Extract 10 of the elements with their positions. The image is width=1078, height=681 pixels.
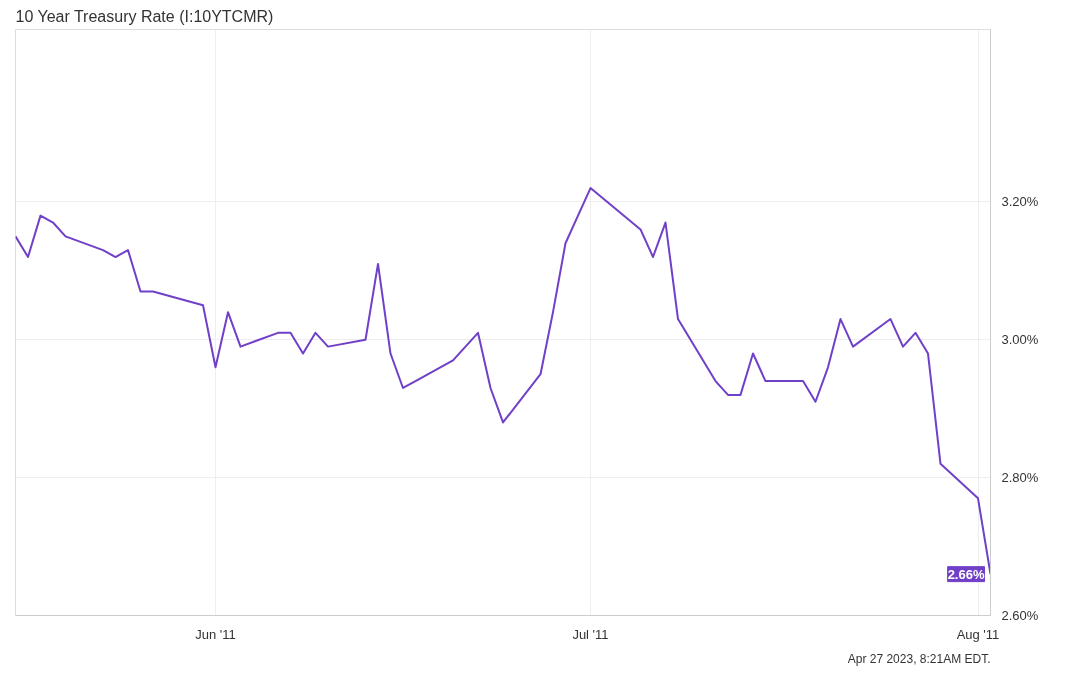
x-tick-label: Jul '11 (572, 626, 609, 642)
text: Apr 27 2023, 8:21AM EDT. (847, 651, 991, 666)
x-tick-label: Aug '11 (956, 626, 1000, 642)
chart-title: 10 Year Treasury Rate (I:10YTCMR) (15, 7, 274, 25)
y-tick-label: 2.60% (1001, 608, 1039, 623)
annotation: 2.66% (947, 566, 985, 582)
y-tick-label: 3.00% (1001, 332, 1039, 348)
x-tick-label: Jun '11 (195, 626, 236, 642)
y-tick-label: 2.80% (1001, 470, 1039, 486)
y-tick-label: 3.20% (1001, 194, 1039, 210)
